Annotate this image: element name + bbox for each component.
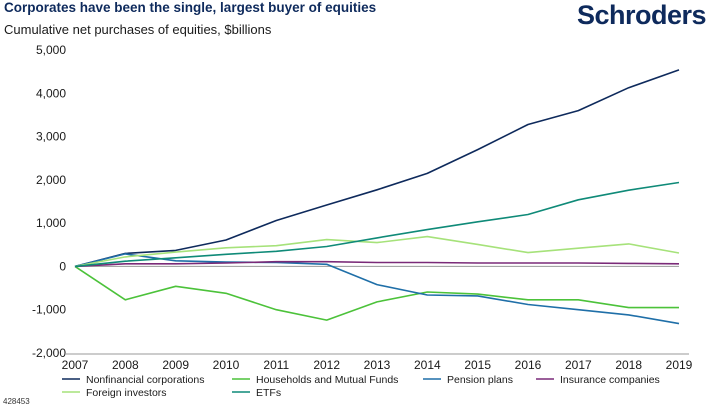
series-line-nonfinancial-corporations bbox=[74, 69, 680, 268]
series-line-foreign-investors bbox=[74, 235, 680, 268]
series-line-pension-plans bbox=[74, 253, 680, 325]
series-line-etfs bbox=[74, 181, 680, 268]
y-tick-label: 2,000 bbox=[36, 173, 66, 187]
x-tick-label: 2015 bbox=[464, 358, 491, 372]
series-line-insurance-companies bbox=[74, 260, 680, 268]
legend-label: Households and Mutual Funds bbox=[256, 374, 398, 386]
x-tick-label: 2008 bbox=[112, 358, 139, 372]
x-tick-label: 2009 bbox=[162, 358, 189, 372]
x-tick-label: 2007 bbox=[62, 358, 89, 372]
x-tick-label: 2016 bbox=[515, 358, 542, 372]
brand-logo: Schroders bbox=[576, 0, 707, 30]
y-tick-label: 1,000 bbox=[36, 216, 66, 230]
y-tick-label: -2,000 bbox=[32, 346, 66, 360]
series-line-households-and-mutual-funds bbox=[74, 265, 679, 321]
x-tick-label: 2010 bbox=[213, 358, 240, 372]
chart-subtitle: Cumulative net purchases of equities, $b… bbox=[4, 22, 272, 37]
x-tick-label: 2011 bbox=[263, 358, 289, 372]
legend-label: ETFs bbox=[256, 387, 281, 399]
y-tick-label: -1,000 bbox=[32, 303, 66, 317]
x-tick-label: 2018 bbox=[615, 358, 642, 372]
legend-label: Pension plans bbox=[447, 374, 513, 386]
chart-title: Corporates have been the single, largest… bbox=[4, 0, 377, 15]
y-tick-label: 4,000 bbox=[36, 86, 66, 100]
x-tick-label: 2013 bbox=[364, 358, 391, 372]
legend-label: Nonfinancial corporations bbox=[86, 374, 204, 386]
legend-label: Insurance companies bbox=[560, 374, 660, 386]
x-tick-label: 2012 bbox=[313, 358, 340, 372]
x-tick-label: 2019 bbox=[666, 358, 693, 372]
x-tick-label: 2017 bbox=[565, 358, 592, 372]
footnote-id: 428453 bbox=[3, 397, 30, 406]
y-tick-label: 3,000 bbox=[36, 130, 66, 144]
y-tick-label: 0 bbox=[59, 259, 66, 273]
legend-label: Foreign investors bbox=[86, 387, 167, 399]
x-tick-label: 2014 bbox=[414, 358, 441, 372]
y-tick-label: 5,000 bbox=[36, 43, 66, 57]
